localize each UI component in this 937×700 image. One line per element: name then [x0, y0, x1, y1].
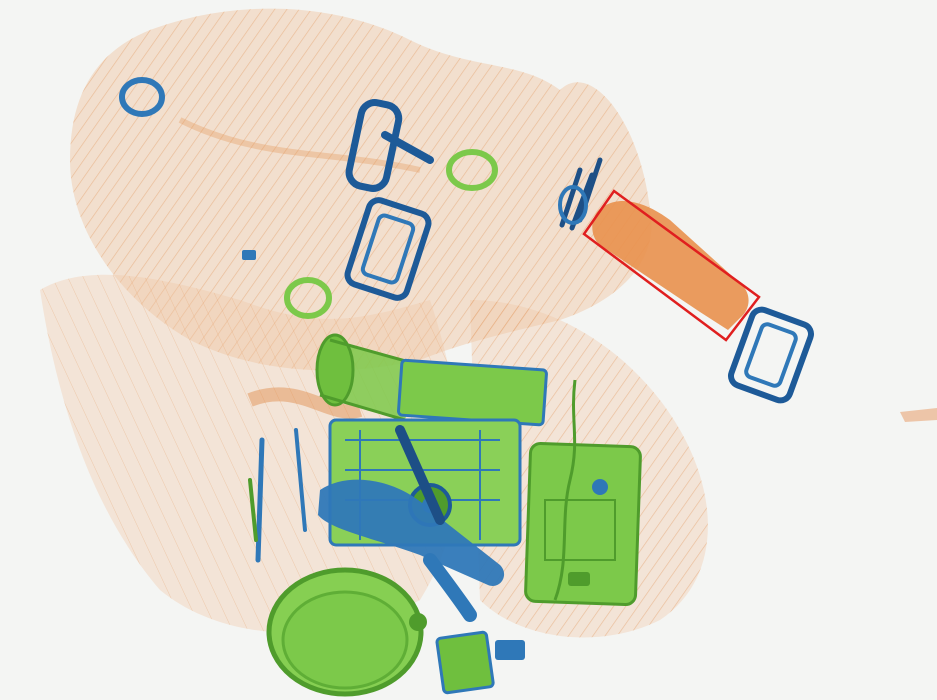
- keypad-device: [524, 441, 642, 607]
- green-ring: [284, 277, 332, 319]
- pens: [248, 428, 307, 563]
- zipper-pulls: [558, 157, 603, 231]
- detection-box: [582, 189, 761, 342]
- strap-hook: [345, 99, 498, 192]
- metal-tool: [318, 425, 505, 622]
- liquid-bottle: [592, 200, 749, 330]
- cylinder-container: [315, 333, 421, 422]
- strap-buckle-right: [728, 306, 814, 404]
- round-lid: [266, 567, 424, 697]
- small-electronics: [409, 613, 525, 695]
- cable: [553, 379, 577, 601]
- strap-buckle: [344, 197, 432, 301]
- metal-ring: [119, 77, 165, 117]
- small-clip: [242, 250, 256, 260]
